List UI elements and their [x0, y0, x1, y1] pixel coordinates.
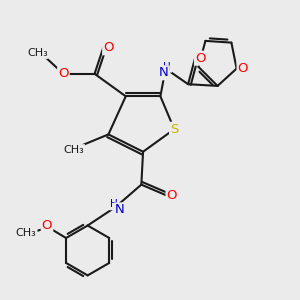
Text: O: O	[58, 67, 69, 80]
Text: N: N	[115, 203, 124, 216]
Text: O: O	[103, 41, 114, 54]
Text: O: O	[167, 188, 177, 202]
Text: O: O	[238, 62, 248, 75]
Text: CH₃: CH₃	[16, 228, 37, 238]
Text: N: N	[159, 66, 169, 79]
Text: O: O	[42, 219, 52, 232]
Text: CH₃: CH₃	[63, 145, 84, 155]
Text: S: S	[170, 123, 178, 136]
Text: O: O	[195, 52, 206, 65]
Text: CH₃: CH₃	[27, 48, 48, 58]
Text: H: H	[110, 200, 118, 209]
Text: H: H	[164, 62, 171, 72]
